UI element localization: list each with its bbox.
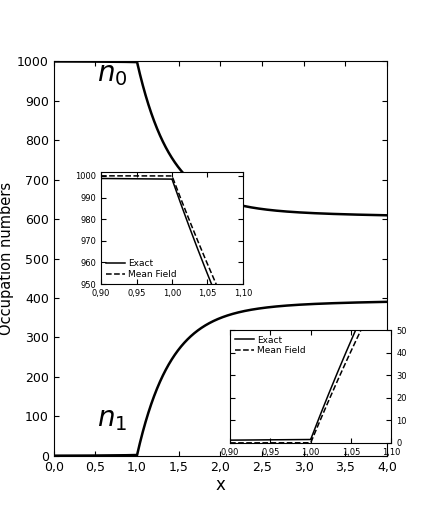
Exact bbox=[210, 284, 215, 290]
Exact bbox=[98, 176, 104, 182]
Line: Mean Field: Mean Field bbox=[101, 176, 243, 343]
Mean Field bbox=[167, 173, 172, 179]
Legend: Exact, Mean Field: Exact, Mean Field bbox=[105, 259, 178, 280]
Y-axis label: Occupation numbers: Occupation numbers bbox=[0, 182, 14, 335]
Exact bbox=[164, 176, 169, 182]
Mean Field bbox=[106, 173, 111, 179]
Line: Exact: Exact bbox=[230, 253, 391, 440]
Exact bbox=[227, 437, 233, 443]
Mean Field bbox=[354, 335, 359, 342]
Exact bbox=[389, 250, 394, 257]
Text: $n_1$: $n_1$ bbox=[97, 406, 127, 433]
Exact bbox=[240, 355, 246, 361]
X-axis label: x: x bbox=[215, 476, 225, 494]
Exact bbox=[236, 346, 241, 352]
Mean Field bbox=[210, 273, 215, 280]
Exact bbox=[106, 176, 111, 182]
Exact bbox=[236, 346, 241, 352]
Legend: Exact, Mean Field: Exact, Mean Field bbox=[234, 335, 307, 356]
Exact bbox=[354, 324, 359, 330]
Mean Field bbox=[164, 173, 169, 179]
Mean Field bbox=[236, 331, 241, 337]
Mean Field bbox=[301, 440, 307, 446]
Exact bbox=[167, 176, 172, 182]
Exact bbox=[306, 436, 311, 442]
Mean Field bbox=[227, 440, 233, 446]
Exact bbox=[236, 437, 241, 443]
Mean Field bbox=[384, 275, 389, 282]
Exact bbox=[384, 260, 389, 266]
Mean Field bbox=[236, 440, 241, 446]
Mean Field bbox=[389, 266, 394, 272]
Mean Field bbox=[236, 331, 241, 337]
Mean Field bbox=[306, 440, 311, 446]
Exact bbox=[301, 437, 307, 443]
Exact bbox=[384, 260, 389, 266]
Mean Field bbox=[384, 275, 389, 282]
Mean Field bbox=[240, 339, 246, 346]
Line: Exact: Exact bbox=[101, 179, 243, 358]
Line: Mean Field: Mean Field bbox=[230, 269, 391, 443]
Mean Field bbox=[98, 173, 104, 179]
Text: $n_0$: $n_0$ bbox=[97, 61, 128, 88]
